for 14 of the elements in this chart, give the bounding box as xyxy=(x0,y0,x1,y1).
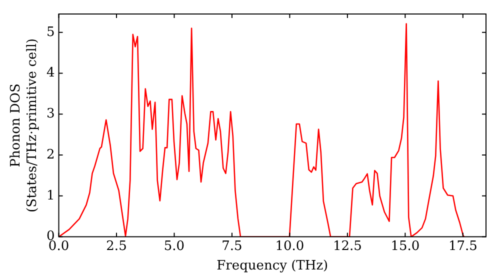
y-axis-title: Phonon DOS (States/THz·primitive cell) xyxy=(8,38,40,212)
x-tick-label: 12.5 xyxy=(332,238,362,254)
x-tick-label: 5.0 xyxy=(164,238,185,254)
y-tick-label: 2 xyxy=(46,147,55,162)
x-tick-label: 10.0 xyxy=(275,238,304,254)
x-tick-label: 2.5 xyxy=(106,238,127,254)
x-tick-label: 17.5 xyxy=(448,238,478,254)
y-tick-label: 4 xyxy=(46,66,55,81)
y-tick-label: 1 xyxy=(46,188,55,204)
y-tick-label: 3 xyxy=(46,106,55,122)
x-tick-label: 15.0 xyxy=(390,238,420,254)
x-axis-title: Frequency (THz) xyxy=(216,258,328,274)
y-tick-label: 5 xyxy=(46,24,55,40)
x-tick-label: 7.5 xyxy=(222,238,242,254)
